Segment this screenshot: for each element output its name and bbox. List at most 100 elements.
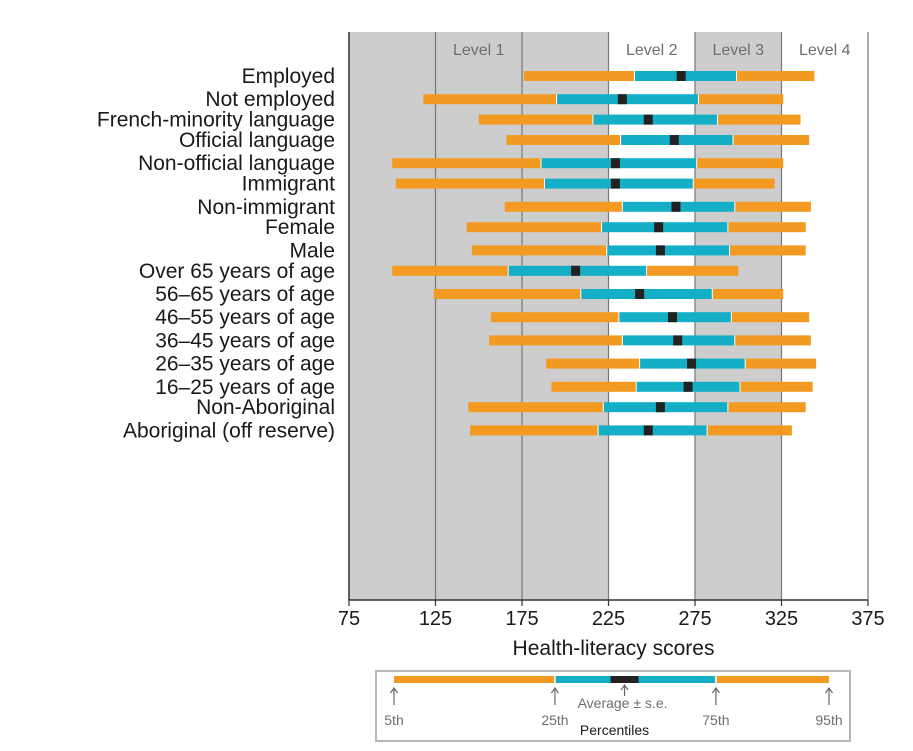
category-label: Non-official language <box>138 152 335 175</box>
x-tick-label: 125 <box>419 608 452 630</box>
x-tick-label: 275 <box>678 608 711 630</box>
category-label: 36–45 years of age <box>155 329 335 352</box>
category-label: 46–55 years of age <box>155 306 335 329</box>
bar-p5-p25 <box>506 135 621 145</box>
bar-p75-p95 <box>727 222 806 233</box>
bar-mean-marker <box>668 312 678 323</box>
bar-p5-p25 <box>551 381 637 392</box>
category-label: Non-Aboriginal <box>196 396 335 419</box>
category-label: French-minority language <box>97 109 335 132</box>
bar-p5-p25 <box>433 289 581 299</box>
bar-p75-p95 <box>707 425 792 436</box>
category-label: Female <box>265 216 335 239</box>
bar-p75-p95 <box>693 178 775 189</box>
bar-p5-p25 <box>490 312 619 323</box>
level-label: Level 4 <box>799 42 851 59</box>
bar-mean-marker <box>617 94 627 105</box>
bar-p75-p95 <box>745 358 817 369</box>
bar-p75-p95 <box>736 71 815 81</box>
bar-p5-p25 <box>523 71 635 81</box>
bar-mean-marker <box>643 114 653 125</box>
bar-p5-p25 <box>395 178 545 189</box>
x-tick-label: 325 <box>765 608 798 630</box>
category-label: 26–35 years of age <box>155 353 335 376</box>
category-label: Immigrant <box>242 173 336 196</box>
bar-p25-p75 <box>603 402 728 413</box>
bar-p5-p25 <box>466 222 602 233</box>
legend-bar-p75-p95 <box>715 676 829 683</box>
bar-p75-p95 <box>696 158 784 169</box>
bar-mean-marker <box>643 425 653 436</box>
bar-p25-p75 <box>601 222 728 233</box>
legend-mean-label: Average ± s.e. <box>578 695 668 711</box>
bar-p5-p25 <box>504 201 623 212</box>
bar-p75-p95 <box>727 402 806 413</box>
legend-bar-p5-p25 <box>394 676 555 683</box>
x-tick-label: 75 <box>338 608 360 630</box>
percentile-bars <box>392 71 817 436</box>
category-label: Over 65 years of age <box>139 260 335 283</box>
x-tick-label: 375 <box>851 608 884 630</box>
legend-percentile-label: 5th <box>384 712 403 728</box>
bar-p5-p25 <box>478 114 593 125</box>
bar-p5-p25 <box>468 402 604 413</box>
bar-p5-p25 <box>392 158 542 169</box>
bar-mean-marker <box>676 71 686 81</box>
bar-mean-marker <box>654 222 664 233</box>
category-label: 16–25 years of age <box>155 376 335 399</box>
bar-mean-marker <box>669 135 679 145</box>
bar-mean-marker <box>673 335 683 346</box>
legend-arrow-head <box>390 686 398 694</box>
bar-p5-p25 <box>470 425 599 436</box>
bar-mean-marker <box>683 381 693 392</box>
x-axis-label: Health-literacy scores <box>513 637 715 660</box>
legend: 5th 25th 75th 95th Average ± s.e. Percentiles <box>375 670 851 742</box>
legend-arrow-head <box>825 686 833 694</box>
bar-p75-p95 <box>698 94 784 105</box>
bar-p75-p95 <box>733 135 810 145</box>
bar-p25-p75 <box>592 114 718 125</box>
bar-p75-p95 <box>646 265 739 276</box>
bar-p75-p95 <box>731 312 810 323</box>
x-tick-label: 225 <box>592 608 625 630</box>
legend-mean-arrow-head <box>620 683 629 691</box>
bar-mean-marker <box>655 245 665 256</box>
level-label: Level 3 <box>712 42 764 59</box>
bar-p5-p25 <box>546 358 640 369</box>
category-label: Male <box>289 239 335 262</box>
legend-percentile-label: 25th <box>541 712 568 728</box>
bar-mean-marker <box>655 402 665 413</box>
bar-p25-p75 <box>580 289 713 299</box>
legend-percentile-label: 75th <box>702 712 729 728</box>
bar-p25-p75 <box>606 245 730 256</box>
category-label: Non-immigrant <box>197 196 335 219</box>
bar-mean-marker <box>687 358 697 369</box>
bar-p75-p95 <box>739 381 813 392</box>
bar-p5-p25 <box>423 94 557 105</box>
category-label: Aboriginal (off reserve) <box>123 419 335 442</box>
bar-p25-p75 <box>556 94 699 105</box>
legend-title: Percentiles <box>580 722 649 738</box>
bar-p75-p95 <box>729 245 806 256</box>
category-label: Not employed <box>205 88 335 111</box>
axes: 75 125 175 225 275 325 375 <box>338 32 885 630</box>
legend-arrow-head <box>711 686 720 694</box>
bar-p5-p25 <box>489 335 623 346</box>
level-label: Level 2 <box>626 42 678 59</box>
bar-p75-p95 <box>712 289 784 299</box>
bar-p75-p95 <box>734 201 811 212</box>
category-label: Official language <box>179 129 335 152</box>
bar-mean-marker <box>610 158 620 169</box>
level-label: Level 1 <box>453 42 505 59</box>
bar-mean-marker <box>671 201 681 212</box>
legend-arrow-head <box>550 686 559 694</box>
bar-p75-p95 <box>734 335 811 346</box>
legend-percentile-label: 95th <box>815 712 842 728</box>
legend-mean-marker <box>610 676 639 683</box>
category-label: Employed <box>242 65 335 88</box>
bar-mean-marker <box>635 289 645 299</box>
category-label: 56–65 years of age <box>155 283 335 306</box>
bar-p5-p25 <box>392 265 509 276</box>
